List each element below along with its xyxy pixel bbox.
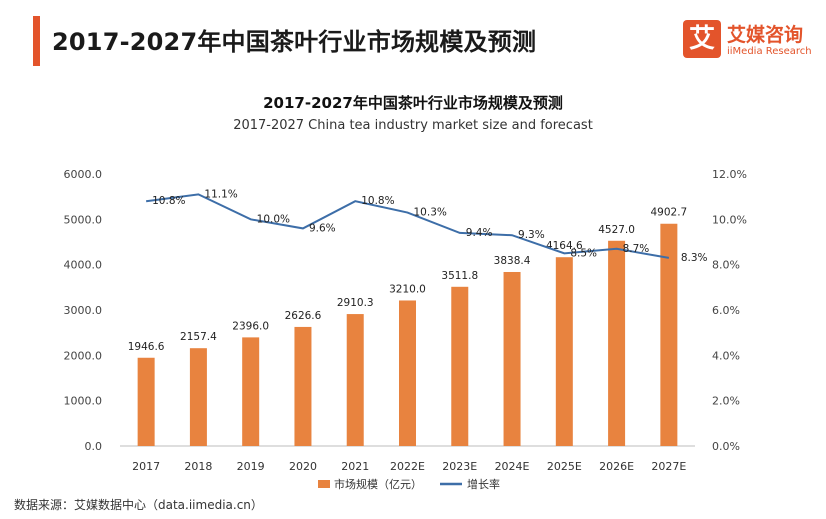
source-note: 数据来源：艾媒数据中心（data.iimedia.cn） [14, 498, 263, 512]
line-value-label: 10.8% [152, 195, 185, 207]
legend-line-label: 增长率 [467, 477, 500, 491]
bar [137, 357, 155, 446]
header-accent-bar [33, 16, 40, 66]
y-left-tick-label: 6000.0 [64, 168, 103, 181]
line-value-label: 10.3% [414, 207, 447, 219]
logo-name-en: iiMedia Research [727, 46, 812, 57]
x-tick-label: 2027E [651, 460, 686, 473]
x-tick-label: 2018 [184, 460, 212, 473]
growth-line [146, 193, 670, 259]
bar-value-label: 3511.8 [441, 270, 478, 282]
logo-name-cn: 艾媒咨询 [727, 24, 804, 46]
line-value-label: 8.3% [681, 252, 708, 264]
y-right-tick-label: 8.0% [712, 259, 740, 272]
y-right-tick-label: 10.0% [712, 213, 747, 226]
y-right-tick-label: 0.0% [712, 440, 740, 453]
x-tick-label: 2023E [442, 460, 477, 473]
bar-value-label: 2626.6 [285, 310, 322, 322]
y-right-tick-label: 4.0% [712, 349, 740, 362]
bar-value-label: 2910.3 [337, 297, 374, 309]
y-left-tick-label: 2000.0 [64, 349, 103, 362]
x-tick-label: 2020 [289, 460, 317, 473]
bar [608, 240, 626, 446]
x-tick-label: 2017 [132, 460, 160, 473]
line-value-label: 8.5% [570, 247, 597, 259]
bar-value-label: 2157.4 [180, 331, 217, 343]
bar [346, 314, 364, 446]
chart-title: 2017-2027年中国茶叶行业市场规模及预测 [263, 94, 563, 112]
line-value-label: 9.3% [518, 229, 545, 241]
y-left-tick-label: 5000.0 [64, 213, 103, 226]
page-title: 2017-2027年中国茶叶行业市场规模及预测 [52, 28, 537, 56]
x-tick-label: 2022E [390, 460, 425, 473]
y-right-tick-label: 2.0% [712, 395, 740, 408]
bar [294, 326, 312, 446]
y-right-tick-label: 12.0% [712, 168, 747, 181]
legend-bar-swatch [318, 480, 330, 488]
bar [242, 337, 260, 446]
line-value-label: 10.8% [361, 195, 394, 207]
line-value-label: 8.7% [623, 243, 650, 255]
bar-value-label: 3838.4 [494, 255, 531, 267]
y-left-tick-label: 1000.0 [64, 395, 103, 408]
y-left-tick-label: 3000.0 [64, 304, 103, 317]
bar [451, 286, 469, 446]
y-left-tick-label: 4000.0 [64, 259, 103, 272]
x-tick-label: 2025E [547, 460, 582, 473]
line-value-label: 9.6% [309, 222, 336, 234]
x-tick-label: 2024E [495, 460, 530, 473]
iimedia-logo: 艾 艾媒咨询 iiMedia Research [683, 18, 813, 64]
y-left-tick-label: 0.0 [85, 440, 103, 453]
bar [189, 348, 207, 446]
bar-value-label: 4527.0 [598, 224, 635, 236]
bar [555, 257, 573, 446]
bar [660, 223, 678, 446]
line-value-label: 10.0% [257, 213, 290, 225]
x-tick-label: 2021 [341, 460, 369, 473]
line-value-label: 9.4% [466, 227, 493, 239]
bar-value-label: 3210.0 [389, 283, 426, 295]
logo-mark: 艾 [683, 20, 721, 58]
bar [503, 271, 521, 446]
bar-value-label: 2396.0 [232, 320, 269, 332]
bar [399, 300, 416, 446]
bar-value-label: 1946.6 [128, 341, 165, 353]
x-tick-label: 2026E [599, 460, 634, 473]
chart-subtitle: 2017-2027 China tea industry market size… [233, 118, 593, 133]
bar-value-label: 4902.7 [650, 207, 687, 219]
legend-bar-label: 市场规模（亿元） [334, 477, 422, 491]
x-tick-label: 2019 [237, 460, 265, 473]
y-right-tick-label: 6.0% [712, 304, 740, 317]
line-value-label: 11.1% [204, 188, 237, 200]
